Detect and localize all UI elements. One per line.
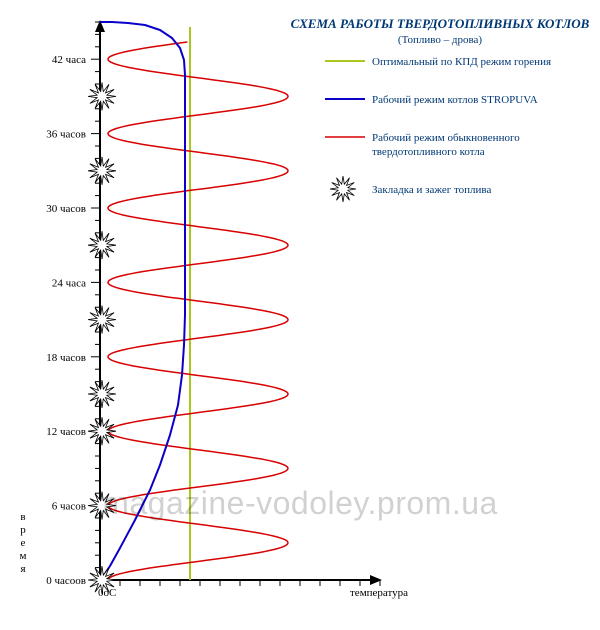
svg-text:18 часов: 18 часов [46,352,86,364]
svg-text:в: в [20,511,25,523]
svg-text:СХЕМА РАБОТЫ ТВЕРДОТОПЛИВНЫХ К: СХЕМА РАБОТЫ ТВЕРДОТОПЛИВНЫХ КОТЛОВ [291,16,590,31]
svg-text:твердотопливного котла: твердотопливного котла [372,146,485,158]
svg-text:30 часов: 30 часов [46,203,86,215]
svg-text:6 часов: 6 часов [52,501,86,513]
svg-text:(Топливо – дрова): (Топливо – дрова) [398,34,482,46]
svg-text:0 часоов: 0 часоов [46,575,86,587]
svg-text:Рабочий режим обыкновенного: Рабочий режим обыкновенного [372,132,520,144]
svg-text:42 часа: 42 часа [52,54,86,66]
chart-svg: СХЕМА РАБОТЫ ТВЕРДОТОПЛИВНЫХ КОТЛОВ (Топл… [0,0,600,630]
svg-text:я: я [20,563,25,575]
chart-wrap: СХЕМА РАБОТЫ ТВЕРДОТОПЛИВНЫХ КОТЛОВ (Топл… [0,0,600,630]
svg-text:Оптимальный по КПД режим горен: Оптимальный по КПД режим горения [372,56,551,68]
svg-text:м: м [20,550,27,562]
svg-text:36 часов: 36 часов [46,129,86,141]
svg-text:12 часов: 12 часов [46,426,86,438]
svg-text:Закладка и зажег топлива: Закладка и зажег топлива [372,184,491,196]
svg-text:е: е [21,537,26,549]
svg-text:температура: температура [350,587,408,599]
svg-text:24 часа: 24 часа [52,277,86,289]
svg-text:р: р [20,524,26,536]
svg-text:Рабочий режим котлов STROPUVA: Рабочий режим котлов STROPUVA [372,94,538,106]
